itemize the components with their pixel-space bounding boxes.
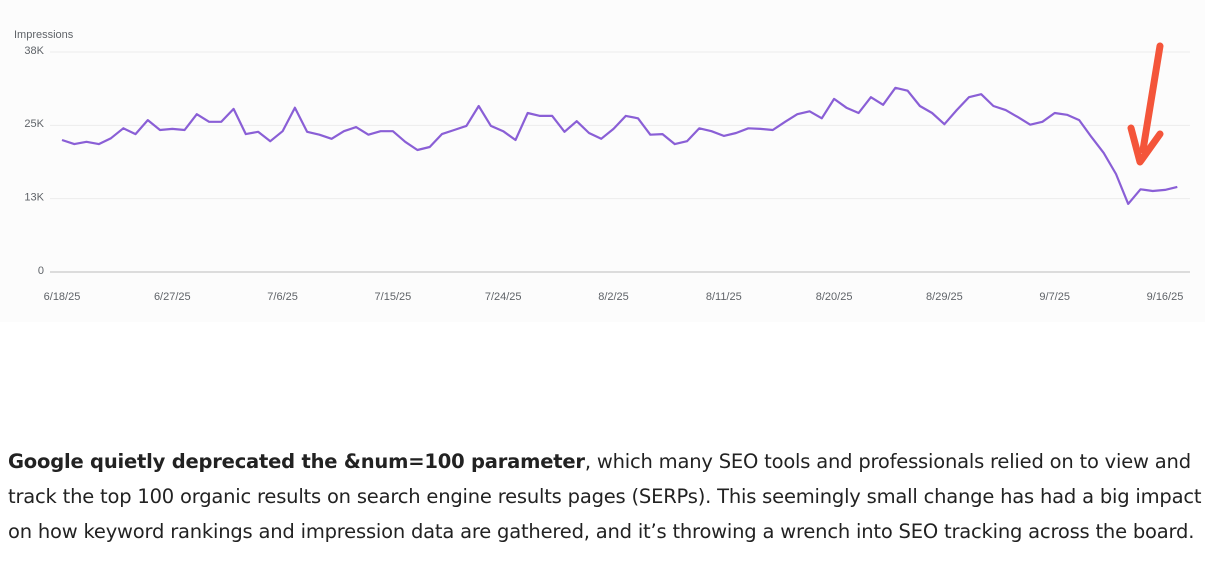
article-paragraph: Google quietly deprecated the &num=100 p… <box>8 444 1208 549</box>
x-tick-label: 8/2/25 <box>598 291 629 303</box>
chart: Impressions 0 13K 25K 38K 6/18/25 6/27/25 7/6/… <box>0 0 1205 322</box>
x-tick-label: 9/7/25 <box>1039 291 1070 303</box>
x-tick-label: 6/27/25 <box>154 291 191 303</box>
x-tick-label: 8/29/25 <box>926 291 963 303</box>
x-tick-label: 6/18/25 <box>44 291 81 303</box>
y-axis-label: Impressions <box>14 29 74 41</box>
chart-background <box>0 0 1205 322</box>
x-tick-label: 7/6/25 <box>267 291 298 303</box>
x-tick-label: 8/11/25 <box>706 291 742 303</box>
x-tick-label: 9/16/25 <box>1147 291 1184 303</box>
y-tick-label: 38K <box>24 45 44 57</box>
y-tick-label: 13K <box>24 192 44 204</box>
y-tick-label: 0 <box>38 265 44 277</box>
article-bold: Google quietly deprecated the &num=100 p… <box>8 450 585 473</box>
x-tick-label: 8/20/25 <box>816 291 853 303</box>
line-series <box>61 86 1178 205</box>
arrow-head <box>1127 124 1164 166</box>
x-tick-label: 7/24/25 <box>485 291 522 303</box>
x-tick-label: 7/15/25 <box>375 291 412 303</box>
arrow-shaft <box>1139 42 1164 154</box>
y-tick-label: 25K <box>24 118 44 130</box>
article-text: , which many SEO tools and professionals… <box>8 450 1202 543</box>
